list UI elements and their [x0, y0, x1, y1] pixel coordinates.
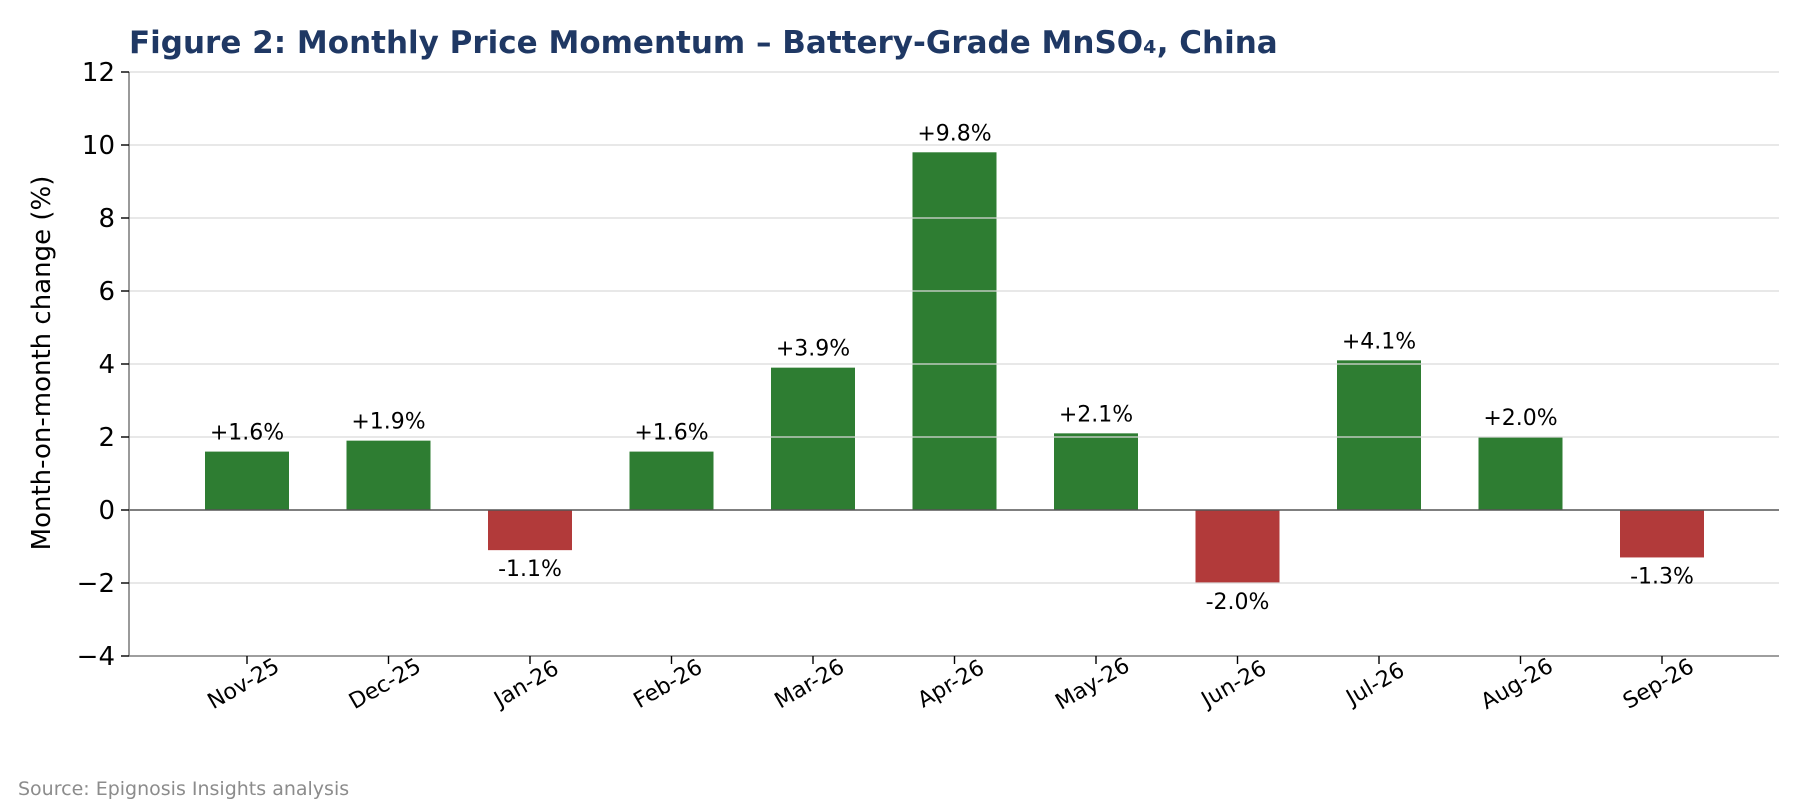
- x-tick-label: May-26: [1051, 653, 1134, 715]
- data-labels: +1.6% +1.9% -1.1% +1.6% +3.9% +9.8% +2.1% -2.0%…: [210, 121, 1694, 615]
- data-label: +2.1%: [1059, 402, 1133, 427]
- data-label: +1.9%: [351, 410, 425, 435]
- bar-aug-26: [1478, 437, 1563, 510]
- bar-mar-26: [771, 367, 855, 510]
- y-tick-label: −4: [77, 642, 115, 672]
- data-label: +3.9%: [776, 337, 850, 362]
- y-tick-label: 8: [98, 204, 115, 234]
- bar-sep-26: [1620, 510, 1704, 558]
- x-tick-label: Sep-26: [1619, 654, 1699, 714]
- x-tick-label: Jul-26: [1341, 658, 1409, 712]
- y-tick-label: 2: [98, 423, 115, 453]
- x-tick-label: Feb-26: [630, 655, 707, 714]
- bar-feb-26: [629, 451, 714, 510]
- y-axis-label: Month-on-month change (%): [27, 176, 57, 551]
- y-tick-label: 10: [82, 131, 115, 161]
- bar-apr-26: [912, 152, 997, 511]
- bar-dec-25: [346, 440, 431, 510]
- gridlines: [129, 71, 1779, 657]
- data-label: -1.3%: [1630, 564, 1694, 589]
- x-tick-label: Aug-26: [1477, 654, 1558, 715]
- y-tick-label: 12: [82, 58, 115, 88]
- bar-may-26: [1054, 433, 1138, 510]
- x-tick-label: Nov-25: [204, 654, 284, 715]
- data-label: -1.1%: [498, 557, 562, 582]
- bar-jul-26: [1337, 360, 1421, 510]
- x-tick-label: Dec-25: [345, 654, 425, 715]
- bar-nov-25: [205, 451, 289, 510]
- data-label: +2.0%: [1483, 406, 1557, 431]
- x-tick-label: Mar-26: [771, 655, 849, 715]
- y-tick-label: 6: [98, 277, 115, 307]
- x-tick-label: Apr-26: [914, 655, 989, 713]
- chart-title: Figure 2: Monthly Price Momentum – Batte…: [129, 25, 1278, 61]
- x-tick-label: Jun-26: [1196, 656, 1271, 714]
- data-label: +4.1%: [1342, 329, 1416, 354]
- bar-jun-26: [1195, 510, 1280, 583]
- data-label: -2.0%: [1206, 590, 1270, 615]
- data-label: +1.6%: [634, 421, 708, 446]
- data-label: +9.8%: [917, 121, 991, 146]
- y-tick-label: 4: [98, 350, 115, 380]
- source-note: Source: Epignosis Insights analysis: [18, 778, 349, 800]
- x-tick-label: Jan-26: [489, 656, 564, 714]
- y-tick-label: 0: [98, 496, 115, 526]
- bars: [205, 152, 1704, 583]
- bar-jan-26: [488, 510, 572, 551]
- data-label: +1.6%: [210, 421, 284, 446]
- y-tick-label: −2: [77, 569, 115, 599]
